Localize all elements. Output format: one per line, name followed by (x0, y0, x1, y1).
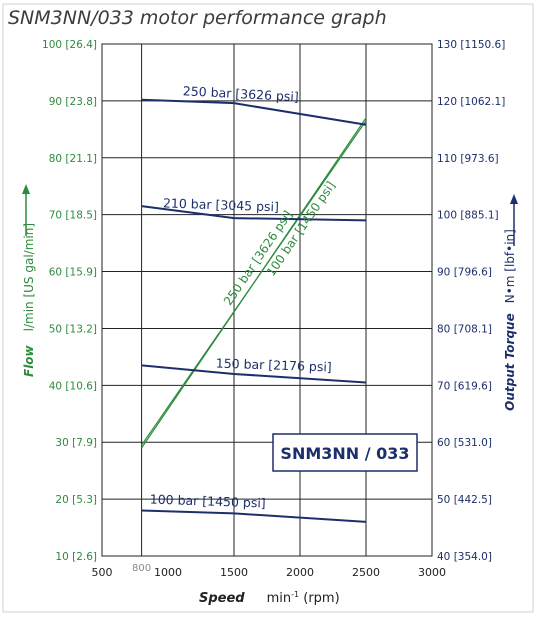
x-tick-label: 1000 (154, 566, 182, 579)
left-axis-ticks: 10 [2.6] 20 [5.3] 30 [7.9] 40 [10.6] 50 [13.… (42, 39, 97, 563)
right-tick-label: 110 [973.6] (437, 153, 499, 165)
torque-series (141, 98, 367, 523)
x-tick-label: 2500 (352, 566, 380, 579)
left-tick-label: 70 [18.5] (49, 210, 97, 222)
grid (102, 44, 432, 556)
chart-title: SNM3NN/033 motor performance graph (8, 7, 387, 29)
left-axis-title: Flow l/min [US gal/min] (22, 223, 36, 377)
right-tick-label: 70 [619.6] (437, 380, 492, 392)
left-tick-label: 20 [5.3] (55, 494, 97, 506)
plot-border (101, 43, 433, 557)
model-legend-frame (272, 433, 418, 472)
left-axis-arrow (22, 184, 30, 236)
x-axis-title-rest: (rpm) (299, 591, 340, 606)
torque-series-label: 150 bar [2176 psi] (216, 355, 332, 374)
right-tick-label: 100 [885.1] (437, 210, 499, 222)
right-tick-label: 120 [1062.1] (437, 96, 505, 108)
x-tick-label: 2000 (286, 566, 314, 579)
svg-text:Output TorqueN•m [lbf•in]: Output Torque N•m [lbf•in] (503, 229, 517, 411)
svg-text:Flowl/min [US gal/min]: Flow l/min [US gal/min] (22, 223, 36, 377)
left-axis-title-unit: l/min [US gal/min] (22, 223, 36, 331)
torque-line (141, 98, 367, 126)
right-tick-label: 90 [796.6] (437, 267, 492, 279)
right-tick-label: 80 [708.1] (437, 323, 492, 335)
flow-series (141, 117, 367, 449)
right-tick-label: 40 [354.0] (437, 551, 492, 563)
right-tick-label: 60 [531.0] (437, 437, 492, 449)
x-axis-title-bold: Speed (199, 591, 245, 606)
x-axis-title: Speed min-1 (rpm) (199, 590, 340, 606)
x-min-speed-label: 800 (132, 563, 151, 574)
left-tick-label: 100 [26.4] (42, 39, 97, 51)
x-tick-label: 3000 (418, 566, 446, 579)
torque-line (141, 364, 367, 384)
right-axis-title-bold: Output Torque (503, 313, 517, 411)
torque-line (141, 509, 367, 523)
left-tick-label: 80 [21.1] (49, 153, 97, 165)
torque-series-label: 210 bar [3045 psi] (163, 195, 279, 214)
left-tick-label: 60 [15.9] (49, 267, 97, 279)
x-tick-label: 500 (92, 566, 113, 579)
left-tick-label: 50 [13.2] (49, 323, 97, 335)
torque-series-label: 100 bar [1450 psi] (150, 492, 266, 511)
model-legend-text: SNM3NN / 033 (280, 444, 409, 463)
left-tick-label: 40 [10.6] (49, 380, 97, 392)
right-axis-title: Output Torque N•m [lbf•in] (503, 229, 517, 411)
right-axis-ticks: 40 [354.0] 50 [442.5] 60 [531.0] 70 [619.6]… (437, 39, 505, 563)
right-tick-label: 130 [1150.6] (437, 39, 505, 51)
right-tick-label: 50 [442.5] (437, 494, 492, 506)
torque-series-label: 250 bar [3626 psi] (183, 83, 300, 104)
right-axis-title-unit: N•m [lbf•in] (503, 229, 517, 303)
x-axis-title-sup: -1 (291, 590, 299, 599)
torque-line (141, 205, 367, 222)
outer-border (2, 3, 534, 613)
plot-area (101, 43, 433, 557)
left-tick-label: 90 [23.8] (49, 96, 97, 108)
left-axis-title-bold: Flow (22, 344, 36, 377)
model-legend-box: SNM3NN / 033 (272, 433, 418, 472)
x-axis-title-unit: min (267, 591, 292, 606)
right-axis-arrow (510, 194, 518, 246)
x-tick-label: 1500 (220, 566, 248, 579)
left-tick-label: 30 [7.9] (55, 437, 97, 449)
left-tick-label: 10 [2.6] (55, 551, 97, 563)
flow-line (141, 120, 367, 446)
x-axis-ticks: 500 1000 1500 2000 2500 3000 800 (92, 563, 447, 579)
